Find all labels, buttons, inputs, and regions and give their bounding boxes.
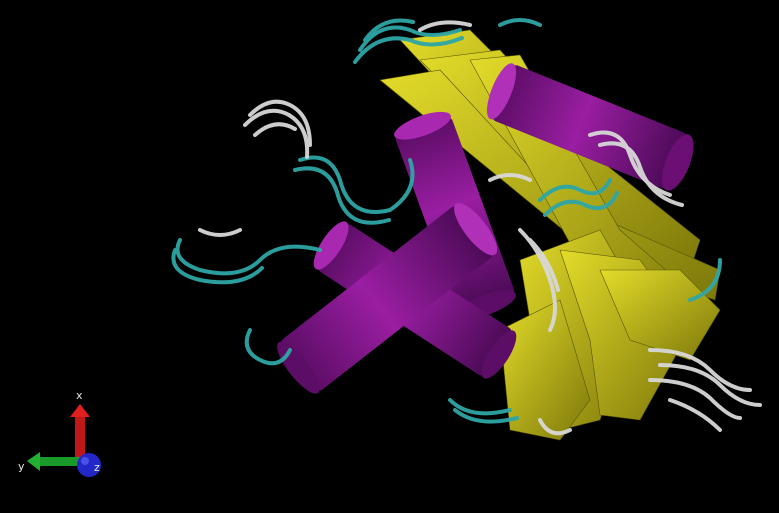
loop-bundle <box>171 18 762 436</box>
x-axis-arrow <box>70 404 90 457</box>
orientation-axes <box>27 404 101 477</box>
alpha-helix-bundle <box>277 63 694 394</box>
z-axis-label: z <box>94 461 100 474</box>
y-axis-label: y <box>18 460 25 473</box>
z-axis-sphere <box>77 453 101 477</box>
helix-top-right <box>486 63 694 191</box>
x-axis-label: x <box>76 389 83 402</box>
y-axis-arrow <box>27 452 80 471</box>
